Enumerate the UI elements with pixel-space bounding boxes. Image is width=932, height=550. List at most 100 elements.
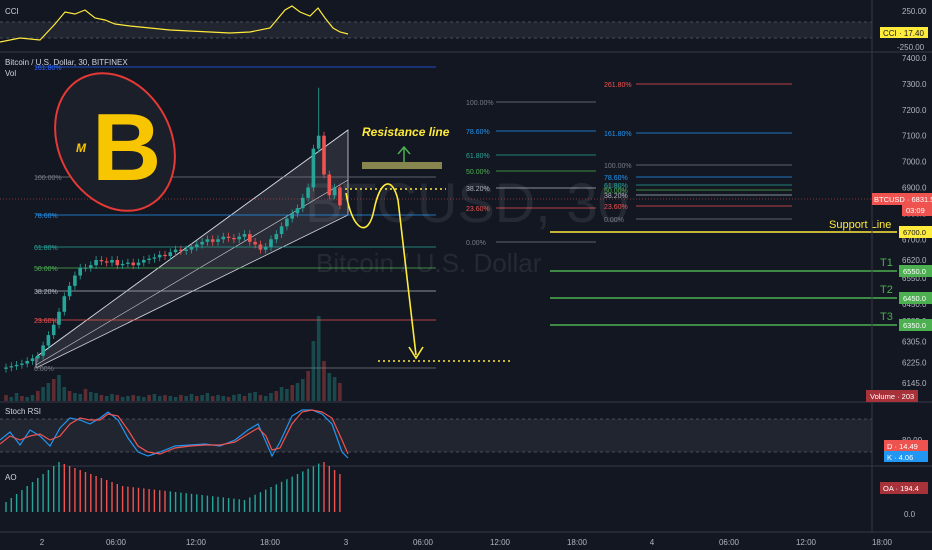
price-tick-label: 7300.0 xyxy=(902,80,927,89)
resistance-box xyxy=(362,162,442,169)
fib-level-label: 100.00% xyxy=(466,100,494,107)
candle-body xyxy=(25,360,29,364)
fib-level-label: 38.20% xyxy=(34,289,58,296)
candle-body xyxy=(73,275,77,286)
volume-bar xyxy=(136,396,141,401)
price-axis[interactable]: 7400.07300.07200.07100.07000.06900.06800… xyxy=(902,54,927,388)
ao-badge: OA · 194.4 xyxy=(880,482,928,494)
volume-bar xyxy=(274,391,279,401)
fib-level-label: 61.80% xyxy=(34,245,58,252)
candle-body xyxy=(163,254,167,257)
volume-bar xyxy=(195,396,199,401)
candle-body xyxy=(99,259,104,262)
fib-left-labels: 161.80% 100.00% 78.60% 61.80% 50.00% 38.20% 23… xyxy=(34,65,62,373)
candle-body xyxy=(179,249,183,251)
volume-bar xyxy=(131,395,135,401)
volume-bar xyxy=(269,393,273,401)
time-tick-label: 18:00 xyxy=(567,538,588,547)
vol-label: Vol xyxy=(5,69,16,78)
volume-bar xyxy=(301,379,305,401)
ao-bars xyxy=(5,462,341,512)
candle-body xyxy=(142,259,146,263)
ao-scale: 0.0 xyxy=(904,510,916,519)
volume-bar xyxy=(9,397,14,401)
time-tick-label: 4 xyxy=(650,538,655,547)
svg-text:B: B xyxy=(92,94,161,201)
resistance-arrow xyxy=(397,145,411,162)
candle-body xyxy=(205,239,210,242)
btcusd-badge: BTCUSD · 6831.5 03:09 xyxy=(872,193,932,216)
volume-bar xyxy=(221,396,226,401)
candle-body xyxy=(89,265,93,268)
candle-body xyxy=(274,234,279,240)
candle-body xyxy=(200,241,204,245)
candle-body xyxy=(152,257,157,259)
fib-level-label: 23.60% xyxy=(466,206,490,213)
candle-body xyxy=(189,247,194,250)
volume-bar xyxy=(173,397,178,401)
candle-body xyxy=(226,236,231,238)
candle-body xyxy=(258,244,263,250)
fib-mid-labels: 100.00% 78.60% 61.80% 50.00% 38.20% 23.60% 0.0… xyxy=(466,100,494,247)
fib-right-lines xyxy=(636,83,792,220)
volume-bar xyxy=(189,394,194,401)
price-tick-label: 6225.0 xyxy=(902,358,927,367)
badge-6350: 6350.0 xyxy=(899,319,932,331)
svg-text:OA · 194.4: OA · 194.4 xyxy=(883,484,919,493)
volume-bar xyxy=(120,397,125,401)
projection-path xyxy=(345,183,417,356)
fib-level-label: 161.80% xyxy=(604,131,632,138)
volume-bar xyxy=(78,394,82,401)
time-tick-label: 06:00 xyxy=(106,538,127,547)
volume-bar xyxy=(99,395,104,401)
time-tick-label: 12:00 xyxy=(796,538,817,547)
volume-bar xyxy=(4,395,8,401)
badge-6450: 6450.0 xyxy=(899,292,932,304)
support-label: Support Line xyxy=(829,219,891,231)
time-axis[interactable]: 2 06:00 12:00 18:00 3 06:00 12:00 18:00 4 06:00 12… xyxy=(40,538,893,547)
fib-level-label: 78.60% xyxy=(466,129,490,136)
volume-bar xyxy=(94,393,98,401)
t1-label: T1 xyxy=(880,257,893,269)
candle-body xyxy=(126,262,130,264)
svg-text:6550.0: 6550.0 xyxy=(903,267,926,276)
candles xyxy=(4,87,342,373)
cci-badge: CCI · 17.40 xyxy=(880,27,928,38)
resistance-label: Resistance line xyxy=(362,125,450,139)
volume-bar xyxy=(306,371,310,401)
candle-body xyxy=(263,247,268,250)
candle-body xyxy=(41,345,45,356)
volume-bar xyxy=(157,396,162,401)
stoch-d-badge: D · 14.49 xyxy=(884,440,928,451)
projection-arrow xyxy=(408,346,424,360)
fib-level-label: 50.00% xyxy=(604,188,628,195)
volume-bar xyxy=(14,393,19,401)
candle-body xyxy=(110,259,114,263)
svg-text:6350.0: 6350.0 xyxy=(903,321,926,330)
volume-bar xyxy=(258,395,263,401)
candle-body xyxy=(83,267,88,269)
candle-body xyxy=(295,208,300,214)
volume-bar xyxy=(57,375,61,401)
fib-level-label: 50.00% xyxy=(466,169,490,176)
price-tick-label: 7200.0 xyxy=(902,106,927,115)
volume-bar xyxy=(311,341,316,401)
fib-level-label: 23.60% xyxy=(604,204,628,211)
price-tick-label: 7000.0 xyxy=(902,158,927,167)
price-tick-label: 6620.0 xyxy=(902,256,927,265)
fib-level-label: 50.00% xyxy=(34,266,58,273)
volume-bar xyxy=(83,389,88,401)
fib-level-label: 78.60% xyxy=(34,213,58,220)
volume-bar xyxy=(226,397,231,401)
candle-body xyxy=(322,135,326,175)
time-tick-label: 06:00 xyxy=(413,538,434,547)
stoch-k-line xyxy=(0,409,349,459)
candle-body xyxy=(115,259,120,266)
fib-mid-lines xyxy=(496,101,596,243)
volume-bar xyxy=(25,397,29,401)
time-tick-label: 12:00 xyxy=(186,538,207,547)
fib-level-label: 0.00% xyxy=(466,240,486,247)
volume-bars xyxy=(4,316,342,401)
candle-body xyxy=(62,296,67,312)
